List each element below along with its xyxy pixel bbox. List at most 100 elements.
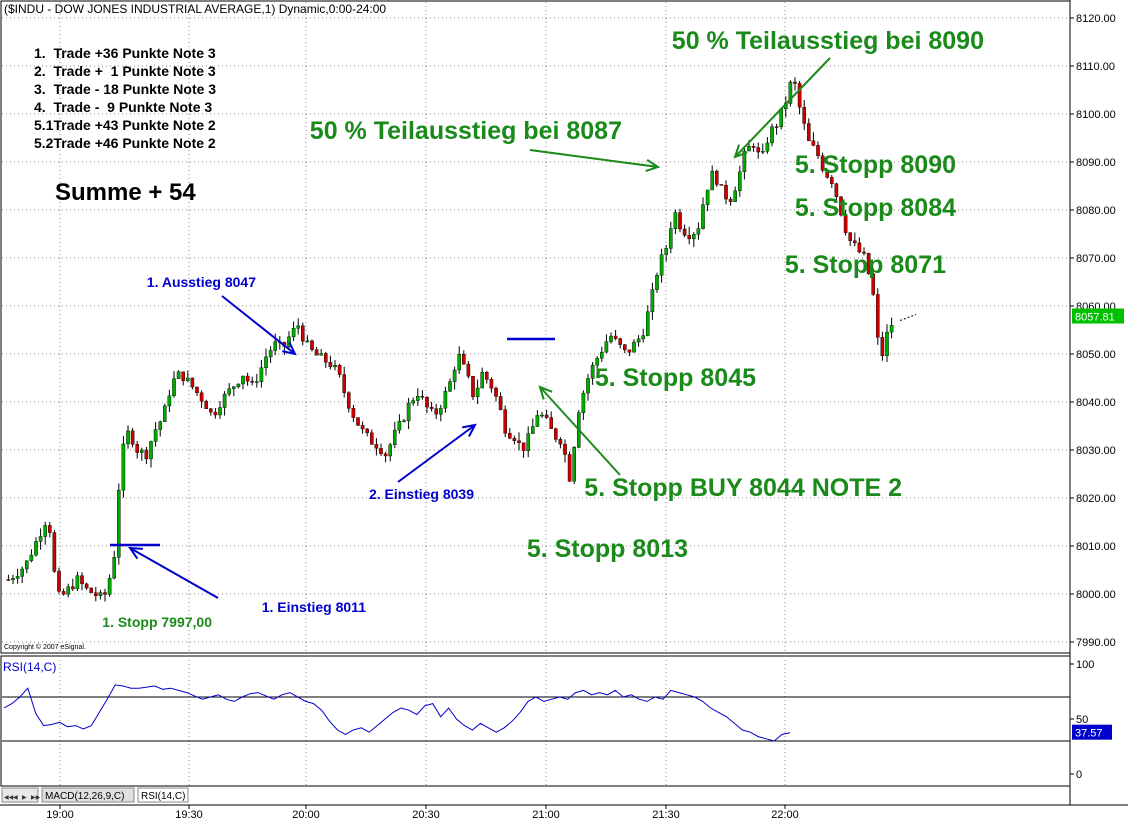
rsi-value-badge <box>1072 724 1112 740</box>
candle <box>466 361 471 379</box>
candle <box>876 288 880 345</box>
candle <box>356 417 360 426</box>
candle <box>609 332 613 344</box>
candle <box>774 123 779 135</box>
candle <box>393 421 397 449</box>
candle <box>126 425 130 449</box>
candle <box>627 349 632 357</box>
candle <box>296 318 301 335</box>
candle <box>885 324 889 363</box>
candle <box>139 447 144 461</box>
candle <box>153 422 158 447</box>
candle <box>103 588 107 602</box>
annotation-label: 5. Stopp 8045 <box>595 364 756 392</box>
candle <box>245 372 250 386</box>
tab-rsi[interactable] <box>137 787 189 803</box>
candle <box>135 440 140 459</box>
candle <box>636 335 641 347</box>
candle <box>728 196 733 206</box>
trade-list-item: 1. Trade +36 Punkte Note 3 <box>34 45 216 61</box>
tab-scroll-icon[interactable]: ◀ <box>13 795 18 801</box>
candle <box>365 428 370 437</box>
annotation-label: 5. Stopp BUY 8044 NOTE 2 <box>584 474 902 502</box>
candle <box>93 586 98 602</box>
candle <box>531 418 535 434</box>
candle <box>540 411 544 418</box>
candle <box>305 335 310 343</box>
candle <box>231 386 236 397</box>
candle <box>650 282 655 320</box>
candle <box>383 451 388 463</box>
candle <box>669 221 673 254</box>
candle <box>655 272 659 293</box>
candle <box>29 549 34 563</box>
candle <box>370 429 374 445</box>
candle <box>406 397 411 430</box>
candle <box>848 231 852 246</box>
tab-scroll-icon[interactable]: ▶ <box>22 795 27 801</box>
annotation-label: 50 % Teilausstieg bei 8090 <box>672 27 984 55</box>
tab-macd[interactable] <box>41 787 135 803</box>
annotation-label: 1. Ausstieg 8047 <box>147 274 256 290</box>
candle <box>457 346 462 374</box>
candle <box>724 180 728 205</box>
annotation-label: 1. Einstieg 8011 <box>262 599 366 615</box>
last-price-badge <box>1072 308 1124 324</box>
rsi-tick-label: 50 <box>1076 714 1088 726</box>
candle <box>719 184 724 186</box>
candle <box>98 589 103 600</box>
annotation-label: 5. Stopp 8013 <box>527 535 688 563</box>
candle <box>738 165 742 197</box>
candle <box>420 390 425 400</box>
candle <box>448 378 452 393</box>
candle <box>208 408 213 416</box>
annotation-label: 5. Stopp 8084 <box>795 194 956 222</box>
candle <box>471 375 475 400</box>
candle <box>535 410 540 428</box>
arrow-teilausstieg-8087 <box>529 149 661 173</box>
candle <box>89 587 93 594</box>
tab-label: MACD(12,26,9,C) <box>45 791 124 802</box>
candle <box>866 252 871 275</box>
candle <box>416 388 420 406</box>
time-tick-label: 21:00 <box>532 809 560 821</box>
candle <box>485 370 489 384</box>
candle <box>613 330 618 341</box>
candle <box>162 403 167 422</box>
candle <box>167 389 172 412</box>
candle <box>770 123 774 147</box>
candle <box>871 268 875 297</box>
candle <box>600 346 604 362</box>
candle <box>185 370 190 382</box>
candle <box>751 143 756 152</box>
candle <box>34 537 38 557</box>
candle <box>57 567 61 594</box>
candle <box>342 366 347 398</box>
candle <box>687 226 691 245</box>
candle <box>733 186 737 202</box>
candle <box>112 550 116 580</box>
candle <box>664 245 668 262</box>
candle <box>75 571 80 591</box>
candle <box>195 386 199 396</box>
candle <box>172 371 176 398</box>
candle <box>641 328 645 343</box>
trade-list-item: 5.1Trade +43 Punkte Note 2 <box>34 117 216 133</box>
rsi-line <box>3 684 791 742</box>
candle <box>314 347 319 356</box>
candle <box>310 339 314 352</box>
candle <box>38 528 43 550</box>
tab-scroll-icon[interactable]: ◀◀ <box>4 795 14 801</box>
tab-scroll-icon[interactable]: ▶▶ <box>31 795 41 801</box>
annotation-label: 5. Stopp 8071 <box>785 251 946 279</box>
candle <box>402 418 406 423</box>
time-tick-label: 19:00 <box>46 809 74 821</box>
candle <box>227 383 232 397</box>
price-tick-label: 8120.00 <box>1076 13 1116 25</box>
candle <box>857 237 862 254</box>
arrow-einstieg-8039 <box>397 423 477 483</box>
candle <box>204 399 209 409</box>
candle <box>181 371 186 386</box>
candle <box>337 363 342 378</box>
